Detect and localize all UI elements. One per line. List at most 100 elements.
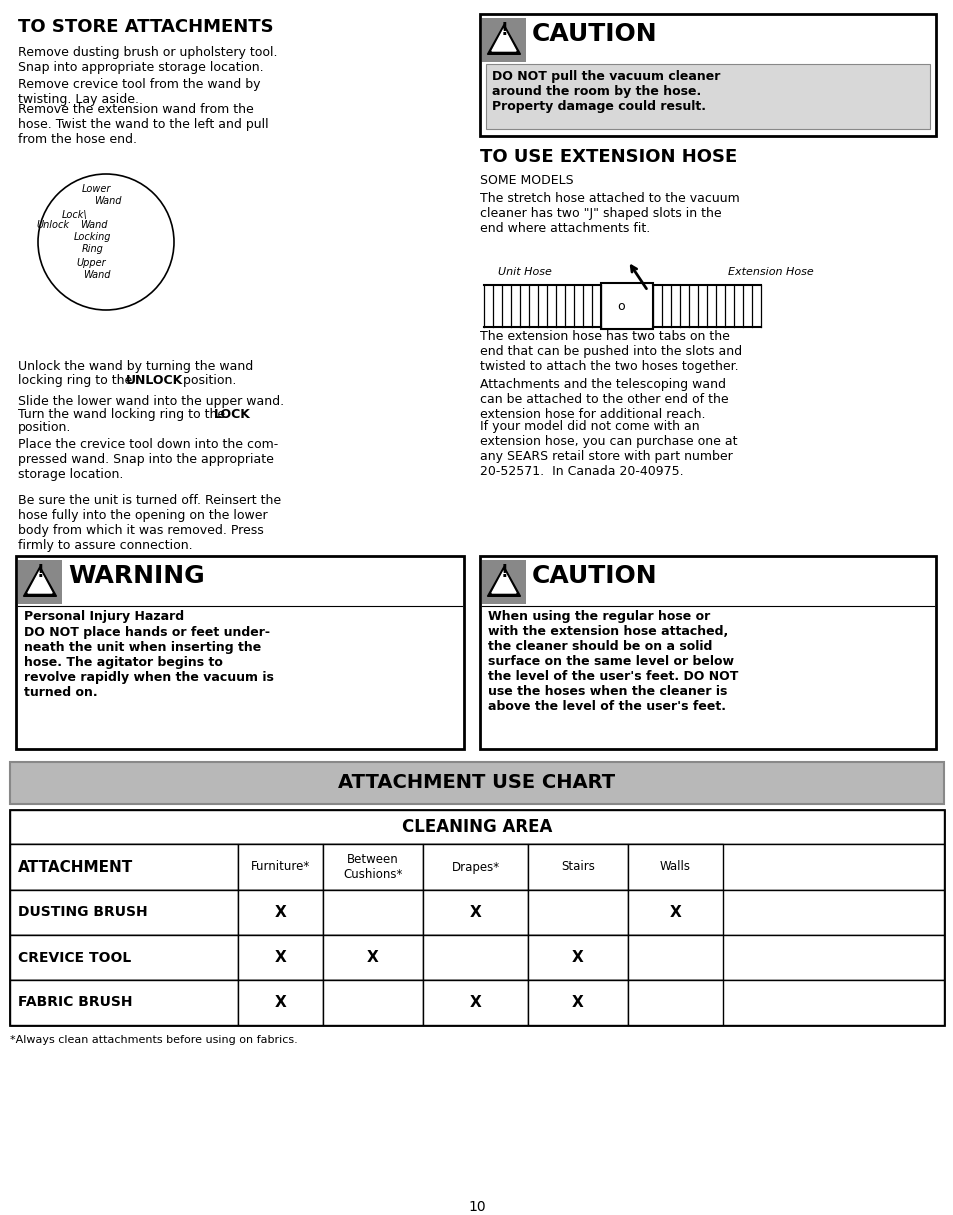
Text: CAUTION: CAUTION <box>532 22 657 46</box>
Text: Stairs: Stairs <box>560 860 595 874</box>
Bar <box>237 891 323 936</box>
Text: Furniture*: Furniture* <box>251 860 310 874</box>
Text: position.: position. <box>18 422 71 434</box>
Bar <box>10 844 237 891</box>
Text: X: X <box>274 905 286 920</box>
Text: Lower: Lower <box>82 183 112 194</box>
Text: Wand: Wand <box>80 220 108 230</box>
Text: UNLOCK: UNLOCK <box>126 374 183 388</box>
Text: LOCK: LOCK <box>213 408 251 422</box>
Bar <box>323 891 422 936</box>
Bar <box>627 936 722 981</box>
Bar <box>422 981 527 1025</box>
Text: Between
Cushions*: Between Cushions* <box>343 853 402 881</box>
Polygon shape <box>487 24 520 55</box>
Text: CLEANING AREA: CLEANING AREA <box>401 818 552 836</box>
Text: Ring: Ring <box>82 244 104 254</box>
Text: ATTACHMENT: ATTACHMENT <box>18 859 133 875</box>
Bar <box>527 891 627 936</box>
Text: Remove crevice tool from the wand by
twisting. Lay aside.: Remove crevice tool from the wand by twi… <box>18 78 260 106</box>
Bar <box>323 981 422 1025</box>
Text: Unlock the wand by turning the wand: Unlock the wand by turning the wand <box>18 360 253 373</box>
Polygon shape <box>487 566 520 597</box>
Text: position.: position. <box>179 374 236 388</box>
Text: X: X <box>274 950 286 965</box>
Text: X: X <box>367 950 378 965</box>
Text: When using the regular hose or
with the extension hose attached,
the cleaner sho: When using the regular hose or with the … <box>488 610 738 713</box>
Bar <box>600 283 652 329</box>
Text: If your model did not come with an
extension hose, you can purchase one at
any S: If your model did not come with an exten… <box>479 420 737 477</box>
Bar <box>422 844 527 891</box>
Text: X: X <box>469 905 481 920</box>
Polygon shape <box>492 29 516 51</box>
Text: !: ! <box>36 563 44 581</box>
Text: !: ! <box>499 21 507 39</box>
Text: SOME MODELS: SOME MODELS <box>479 174 573 187</box>
Bar <box>323 936 422 981</box>
Bar <box>18 560 62 604</box>
Text: Extension Hose: Extension Hose <box>727 267 813 277</box>
Bar <box>237 981 323 1025</box>
Text: Be sure the unit is turned off. Reinsert the
hose fully into the opening on the : Be sure the unit is turned off. Reinsert… <box>18 495 281 552</box>
Text: TO USE EXTENSION HOSE: TO USE EXTENSION HOSE <box>479 148 737 166</box>
Bar <box>10 810 943 1025</box>
Text: Locking: Locking <box>74 232 112 242</box>
Polygon shape <box>24 566 56 597</box>
Bar <box>422 936 527 981</box>
Bar <box>485 64 929 129</box>
Text: DUSTING BRUSH: DUSTING BRUSH <box>18 905 148 920</box>
Text: *Always clean attachments before using on fabrics.: *Always clean attachments before using o… <box>10 1035 297 1045</box>
Text: The extension hose has two tabs on the
end that can be pushed into the slots and: The extension hose has two tabs on the e… <box>479 330 741 373</box>
Text: Remove the extension wand from the
hose. Twist the wand to the left and pull
fro: Remove the extension wand from the hose.… <box>18 103 269 146</box>
Bar <box>479 556 935 748</box>
Bar <box>237 936 323 981</box>
Bar <box>10 936 943 981</box>
Text: Drapes*: Drapes* <box>451 860 499 874</box>
Text: Unit Hose: Unit Hose <box>497 267 551 277</box>
Text: Lock\: Lock\ <box>62 210 88 220</box>
Bar <box>479 15 935 136</box>
Bar <box>481 18 525 62</box>
Text: o: o <box>617 300 624 312</box>
Bar <box>481 560 525 604</box>
Text: !: ! <box>499 563 507 581</box>
Text: X: X <box>469 995 481 1010</box>
Bar <box>527 844 627 891</box>
Text: CREVICE TOOL: CREVICE TOOL <box>18 950 132 965</box>
Text: Wand: Wand <box>94 196 121 207</box>
Text: Wand: Wand <box>83 270 111 279</box>
Text: TO STORE ATTACHMENTS: TO STORE ATTACHMENTS <box>18 18 274 36</box>
Bar <box>10 891 943 936</box>
Bar <box>323 844 422 891</box>
Text: Attachments and the telescoping wand
can be attached to the other end of the
ext: Attachments and the telescoping wand can… <box>479 378 728 422</box>
Bar <box>527 981 627 1025</box>
Bar <box>237 844 323 891</box>
Text: Turn the wand locking ring to the: Turn the wand locking ring to the <box>18 408 229 422</box>
Text: DO NOT pull the vacuum cleaner
around the room by the hose.
Property damage coul: DO NOT pull the vacuum cleaner around th… <box>492 70 720 113</box>
Bar <box>627 891 722 936</box>
Bar <box>10 981 237 1025</box>
Text: X: X <box>669 905 680 920</box>
Text: Walls: Walls <box>659 860 690 874</box>
Text: CAUTION: CAUTION <box>532 564 657 588</box>
Text: Remove dusting brush or upholstery tool.
Snap into appropriate storage location.: Remove dusting brush or upholstery tool.… <box>18 46 277 74</box>
Bar <box>527 936 627 981</box>
Text: X: X <box>572 995 583 1010</box>
Polygon shape <box>492 571 516 593</box>
Text: 10: 10 <box>468 1200 485 1214</box>
Bar <box>10 762 943 804</box>
Bar <box>10 844 943 891</box>
Text: X: X <box>274 995 286 1010</box>
Text: DO NOT place hands or feet under-
neath the unit when inserting the
hose. The ag: DO NOT place hands or feet under- neath … <box>24 626 274 699</box>
Text: Personal Injury Hazard: Personal Injury Hazard <box>24 610 184 623</box>
Text: ATTACHMENT USE CHART: ATTACHMENT USE CHART <box>338 774 615 792</box>
Bar <box>627 981 722 1025</box>
Text: X: X <box>572 950 583 965</box>
Text: locking ring to the: locking ring to the <box>18 374 136 388</box>
Bar <box>10 981 943 1025</box>
Bar <box>10 936 237 981</box>
Polygon shape <box>28 571 52 593</box>
Text: The stretch hose attached to the vacuum
cleaner has two "J" shaped slots in the
: The stretch hose attached to the vacuum … <box>479 192 739 234</box>
Text: Upper: Upper <box>76 258 106 269</box>
Bar <box>10 891 237 936</box>
